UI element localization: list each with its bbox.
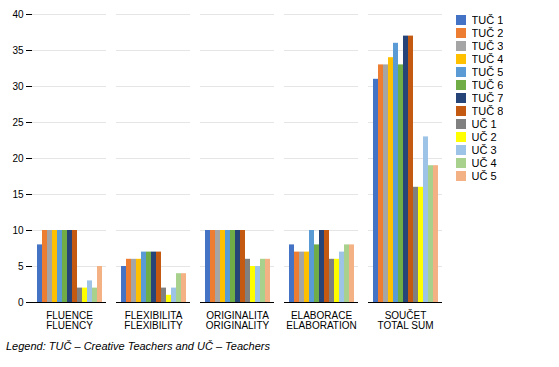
html-text:TUČ 6: TUČ 6 — [471, 79, 504, 91]
svg-text:0: 0 — [18, 297, 24, 308]
svg-text:35: 35 — [12, 45, 24, 56]
html-text:TUČ 1: TUČ 1 — [471, 14, 504, 26]
svg-text:ELABORACEELABORATION: ELABORACEELABORATION — [286, 310, 356, 331]
svg-text:5: 5 — [18, 261, 24, 272]
svg-text:ORIGINALITAORIGINALITY: ORIGINALITAORIGINALITY — [206, 310, 270, 331]
svg-text:25: 25 — [12, 117, 24, 128]
html-text:TUČ 3: TUČ 3 — [471, 40, 504, 52]
html-text:UČ 5: UČ 5 — [471, 170, 497, 182]
html-text:UČ 4: UČ 4 — [471, 157, 497, 169]
svg-text:10: 10 — [12, 225, 24, 236]
svg-text:15: 15 — [12, 189, 24, 200]
html-text:TUČ 2: TUČ 2 — [471, 27, 504, 39]
svg-text:20: 20 — [12, 153, 24, 164]
html-text:UČ 1: UČ 1 — [471, 118, 497, 130]
html-text:TUČ 5: TUČ 5 — [471, 66, 504, 78]
svg-text:FLUENCEFLUENCY: FLUENCEFLUENCY — [46, 310, 93, 331]
html-text:UČ 3: UČ 3 — [471, 144, 497, 156]
html-text:UČ 2: UČ 2 — [471, 131, 497, 143]
html-text:TUČ 7: TUČ 7 — [471, 92, 504, 104]
svg-text:SOUČETTOTAL SUM: SOUČETTOTAL SUM — [378, 309, 434, 331]
html-text:TUČ 4: TUČ 4 — [471, 53, 504, 65]
svg-text:FLEXIBILITAFLEXIBILITY: FLEXIBILITAFLEXIBILITY — [124, 310, 183, 331]
svg-text:40: 40 — [12, 9, 24, 20]
html-text:Legend: TUČ – Creative Teacher: Legend: TUČ – Creative Teachers and UČ –… — [6, 340, 270, 352]
html-text:TUČ 8: TUČ 8 — [471, 105, 504, 117]
svg-text:30: 30 — [12, 81, 24, 92]
